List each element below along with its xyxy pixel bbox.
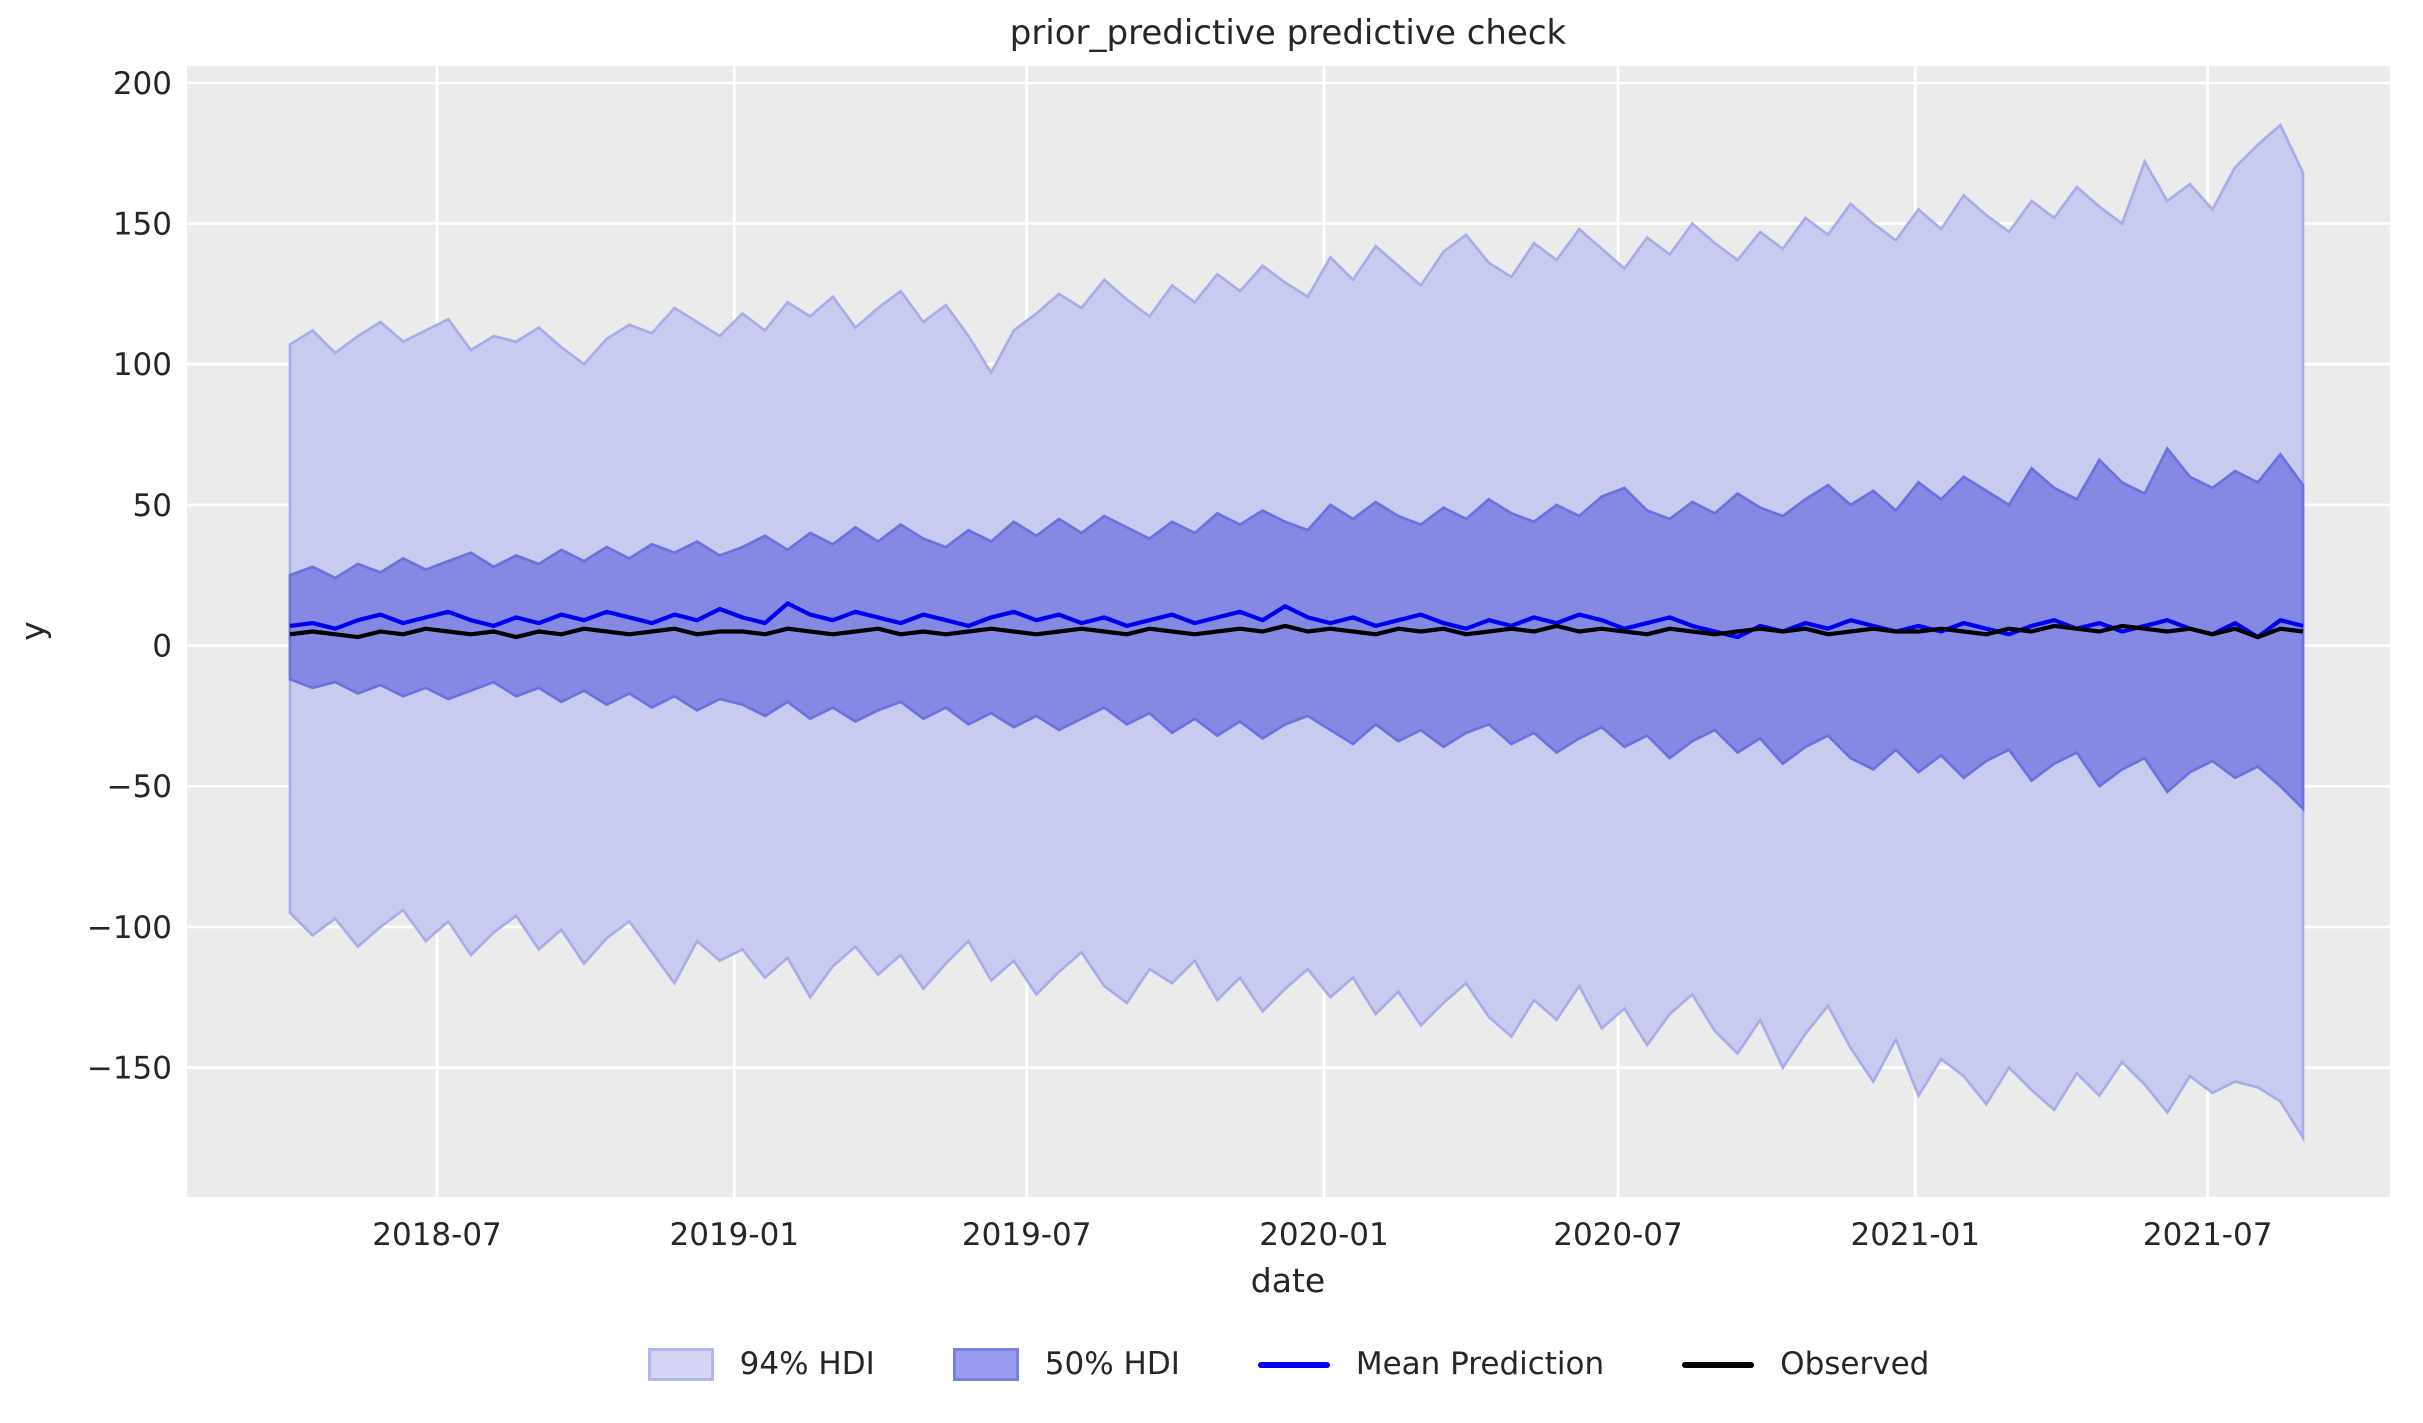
legend-item-50-hdi: 50% HDI	[952, 1346, 1180, 1382]
x-axis-label: date	[1251, 1261, 1325, 1300]
y-tick-label-200: 200	[113, 66, 172, 102]
legend-item-mean-prediction-line-icon	[1257, 1361, 1330, 1368]
x-tick-label-2020-07: 2020-07	[1553, 1217, 1683, 1253]
y-tick-label-50: 50	[133, 488, 172, 524]
x-tick-label-2021-07: 2021-07	[2143, 1217, 2273, 1253]
y-tick-label-0: 0	[152, 629, 172, 665]
y-tick-label-150: 150	[113, 207, 172, 243]
y-axis-label: y	[13, 621, 52, 641]
y-tick-label--50: −50	[107, 769, 172, 805]
legend-item-observed-label: Observed	[1780, 1346, 1930, 1382]
plot-area-group: 200 150 100 50 0 −50 −100 −150 2018-07 2019-01 201…	[87, 66, 2390, 1253]
legend: 94% HDI 50% HDI Mean Prediction Observed	[187, 1348, 2390, 1381]
x-tick-label-2019-07: 2019-07	[962, 1217, 1092, 1253]
legend-item-mean-prediction-label: Mean Prediction	[1355, 1346, 1605, 1382]
legend-item-50-hdi-patch-icon	[952, 1348, 1019, 1381]
legend-item-94-hdi: 94% HDI	[647, 1346, 875, 1382]
legend-item-94-hdi-label: 94% HDI	[739, 1346, 875, 1382]
x-tick-label-2018-07: 2018-07	[372, 1217, 502, 1253]
chart-title: prior_predictive predictive check	[1010, 13, 1567, 53]
legend-item-mean-prediction: Mean Prediction	[1257, 1346, 1605, 1382]
y-tick-label--100: −100	[87, 910, 172, 946]
legend-item-observed-line-icon	[1682, 1361, 1755, 1368]
y-tick-label--150: −150	[87, 1051, 172, 1087]
legend-item-50-hdi-label: 50% HDI	[1044, 1346, 1180, 1382]
x-tick-label-2021-01: 2021-01	[1850, 1217, 1980, 1253]
x-tick-label-2020-01: 2020-01	[1259, 1217, 1389, 1253]
x-tick-label-2019-01: 2019-01	[670, 1217, 800, 1253]
legend-item-observed: Observed	[1682, 1349, 1929, 1380]
legend-item-94-hdi-patch-icon	[647, 1348, 714, 1381]
y-tick-label-100: 100	[113, 347, 172, 383]
mean-prediction-line	[289, 601, 2304, 640]
observed-line	[289, 623, 2304, 640]
